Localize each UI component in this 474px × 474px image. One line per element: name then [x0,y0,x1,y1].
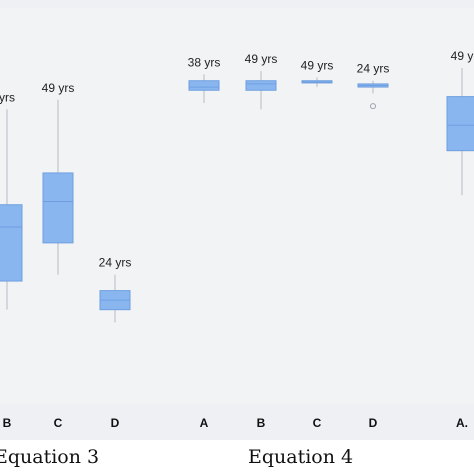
tick-label-g2-a: A [200,416,209,430]
annotation-g3-a: 49 y [451,49,474,63]
annotation-g1-d: 24 yrs [99,256,132,270]
box-g3-a [446,96,474,152]
tick-label-g2-b: B [257,416,266,430]
tick-label-g1-b: B [3,416,12,430]
group-label-equation-4: Equation 4 [248,446,354,468]
annotation-g2-b: 49 yrs [245,52,278,66]
annotation-g2-c: 49 yrs [301,59,334,73]
annotation-g2-a: 38 yrs [188,55,221,69]
annotation-g2-d: 24 yrs [357,62,390,76]
box-g2-a [188,80,220,91]
top-strip [0,0,474,8]
tick-label-g1-d: D [111,416,120,430]
annotation-g1-c: 49 yrs [42,81,75,95]
outlier-g2-d-0 [370,103,376,110]
x-axis-band [0,404,474,440]
group-label-footer [0,440,474,474]
tick-label-g2-c: C [313,416,322,430]
box-g1-c [42,172,74,244]
box-g1-b [0,204,23,282]
tick-label-g2-d: D [369,416,378,430]
tick-label-g3-a: A. [456,416,468,430]
annotation-g1-b: yrs [0,90,15,104]
tick-label-g1-c: C [54,416,63,430]
group-label-equation-3: Equation 3 [0,446,100,468]
plot-area [0,8,474,404]
box-g2-b [245,80,277,91]
